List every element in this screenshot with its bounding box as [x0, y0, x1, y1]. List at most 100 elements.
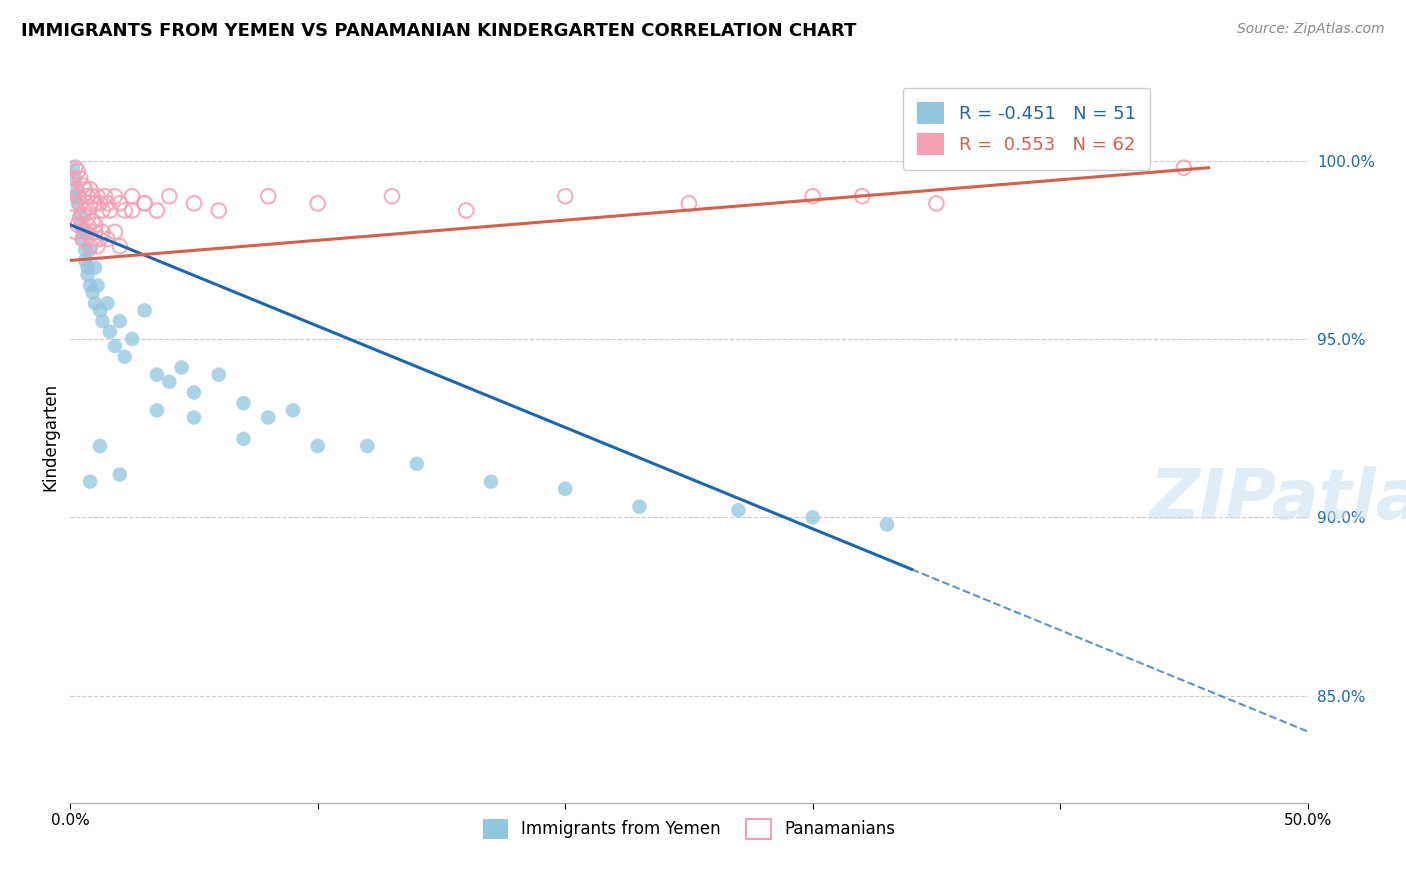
Point — [65, 225, 87, 239]
Point — [75, 225, 97, 239]
Point — [134, 196, 156, 211]
Point — [69, 171, 91, 186]
Point — [121, 189, 143, 203]
Point — [76, 189, 98, 203]
Point — [356, 439, 378, 453]
Point — [91, 203, 114, 218]
Point — [84, 260, 107, 275]
Point — [79, 243, 101, 257]
Point — [72, 178, 94, 193]
Point — [257, 410, 280, 425]
Point — [79, 239, 101, 253]
Point — [183, 410, 205, 425]
Point — [157, 375, 180, 389]
Point — [232, 432, 254, 446]
Point — [146, 203, 169, 218]
Point — [79, 182, 101, 196]
Point — [183, 196, 205, 211]
Point — [66, 189, 89, 203]
Point — [76, 218, 98, 232]
Point — [146, 403, 169, 417]
Point — [69, 196, 91, 211]
Point — [232, 396, 254, 410]
Point — [66, 164, 89, 178]
Point — [75, 203, 97, 218]
Point — [72, 225, 94, 239]
Point — [89, 232, 111, 246]
Point — [69, 218, 91, 232]
Point — [75, 243, 97, 257]
Point — [65, 171, 87, 186]
Point — [76, 268, 98, 282]
Point — [66, 196, 89, 211]
Point — [84, 225, 107, 239]
Point — [65, 182, 87, 196]
Y-axis label: Kindergarten: Kindergarten — [41, 383, 59, 491]
Point — [82, 189, 104, 203]
Point — [801, 189, 824, 203]
Point — [96, 296, 118, 310]
Point — [307, 196, 329, 211]
Point — [91, 314, 114, 328]
Point — [104, 225, 127, 239]
Point — [257, 189, 280, 203]
Point — [89, 303, 111, 318]
Point — [851, 189, 873, 203]
Point — [76, 211, 98, 225]
Point — [94, 189, 117, 203]
Point — [554, 189, 576, 203]
Point — [134, 303, 156, 318]
Point — [89, 196, 111, 211]
Point — [876, 517, 898, 532]
Point — [98, 325, 121, 339]
Point — [104, 189, 127, 203]
Point — [82, 232, 104, 246]
Point — [66, 218, 89, 232]
Point — [82, 214, 104, 228]
Point — [170, 360, 193, 375]
Point — [108, 467, 131, 482]
Point — [114, 350, 136, 364]
Point — [79, 475, 101, 489]
Point — [108, 196, 131, 211]
Point — [108, 239, 131, 253]
Point — [89, 439, 111, 453]
Text: IMMIGRANTS FROM YEMEN VS PANAMANIAN KINDERGARTEN CORRELATION CHART: IMMIGRANTS FROM YEMEN VS PANAMANIAN KIND… — [21, 22, 856, 40]
Point — [456, 203, 478, 218]
Point — [65, 189, 87, 203]
Point — [554, 482, 576, 496]
Point — [157, 189, 180, 203]
Point — [84, 196, 107, 211]
Point — [79, 200, 101, 214]
Point — [121, 332, 143, 346]
Point — [146, 368, 169, 382]
Point — [405, 457, 427, 471]
Point — [75, 182, 97, 196]
Point — [628, 500, 651, 514]
Point — [84, 296, 107, 310]
Text: ZIPatlas: ZIPatlas — [1150, 466, 1406, 533]
Point — [69, 211, 91, 225]
Point — [104, 339, 127, 353]
Point — [479, 475, 502, 489]
Point — [727, 503, 749, 517]
Point — [925, 196, 948, 211]
Point — [307, 439, 329, 453]
Point — [86, 278, 108, 293]
Point — [96, 196, 118, 211]
Point — [62, 161, 84, 175]
Point — [79, 278, 101, 293]
Point — [183, 385, 205, 400]
Point — [62, 196, 84, 211]
Point — [98, 203, 121, 218]
Point — [91, 225, 114, 239]
Point — [65, 161, 87, 175]
Point — [76, 260, 98, 275]
Point — [1173, 161, 1195, 175]
Point — [84, 218, 107, 232]
Point — [801, 510, 824, 524]
Point — [208, 368, 231, 382]
Point — [108, 314, 131, 328]
Point — [62, 171, 84, 186]
Point — [86, 239, 108, 253]
